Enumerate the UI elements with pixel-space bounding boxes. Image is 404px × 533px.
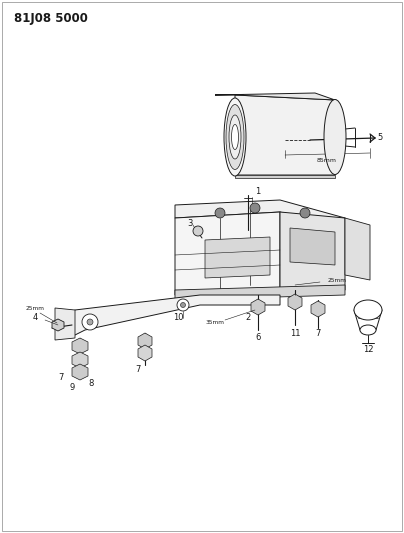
Ellipse shape (231, 125, 238, 149)
Text: 25mm: 25mm (328, 278, 347, 282)
Polygon shape (235, 95, 335, 175)
Ellipse shape (354, 300, 382, 320)
Circle shape (300, 208, 310, 218)
Text: 11: 11 (290, 328, 300, 337)
Polygon shape (345, 218, 370, 280)
Text: 4: 4 (32, 313, 38, 322)
Polygon shape (55, 308, 75, 340)
Text: 7: 7 (59, 374, 64, 383)
Polygon shape (72, 364, 88, 380)
Text: 7: 7 (135, 366, 141, 375)
Polygon shape (311, 301, 325, 317)
Polygon shape (288, 294, 302, 310)
Polygon shape (138, 345, 152, 361)
Ellipse shape (360, 325, 376, 335)
Ellipse shape (226, 104, 244, 169)
Text: 8: 8 (88, 378, 93, 387)
Polygon shape (175, 285, 345, 300)
Circle shape (193, 226, 203, 236)
Text: 1: 1 (255, 188, 260, 197)
Polygon shape (251, 299, 265, 315)
Text: 85mm: 85mm (317, 157, 337, 163)
Polygon shape (175, 212, 280, 295)
Ellipse shape (224, 98, 246, 176)
Text: 6: 6 (255, 334, 261, 343)
Polygon shape (215, 93, 335, 100)
Circle shape (215, 208, 225, 218)
Polygon shape (290, 228, 335, 265)
Circle shape (250, 203, 260, 213)
Text: 5: 5 (377, 133, 382, 142)
Text: 81J08 5000: 81J08 5000 (14, 12, 88, 25)
Polygon shape (175, 200, 345, 228)
Polygon shape (205, 237, 270, 278)
Text: 12: 12 (363, 345, 373, 354)
Text: 9: 9 (69, 384, 75, 392)
Polygon shape (235, 175, 335, 178)
Circle shape (87, 319, 93, 325)
Text: 2: 2 (245, 313, 250, 322)
Circle shape (177, 299, 189, 311)
Text: 25mm: 25mm (25, 305, 44, 311)
Polygon shape (68, 295, 280, 335)
Polygon shape (52, 319, 64, 331)
Circle shape (82, 314, 98, 330)
Circle shape (181, 303, 185, 308)
Polygon shape (72, 352, 88, 368)
Ellipse shape (229, 115, 241, 159)
Ellipse shape (324, 100, 346, 174)
Text: 3: 3 (187, 220, 193, 229)
Polygon shape (280, 212, 345, 290)
Text: 35mm: 35mm (206, 320, 225, 326)
Polygon shape (72, 338, 88, 354)
Text: 7: 7 (315, 328, 321, 337)
Polygon shape (138, 333, 152, 349)
Text: 10: 10 (173, 313, 183, 322)
